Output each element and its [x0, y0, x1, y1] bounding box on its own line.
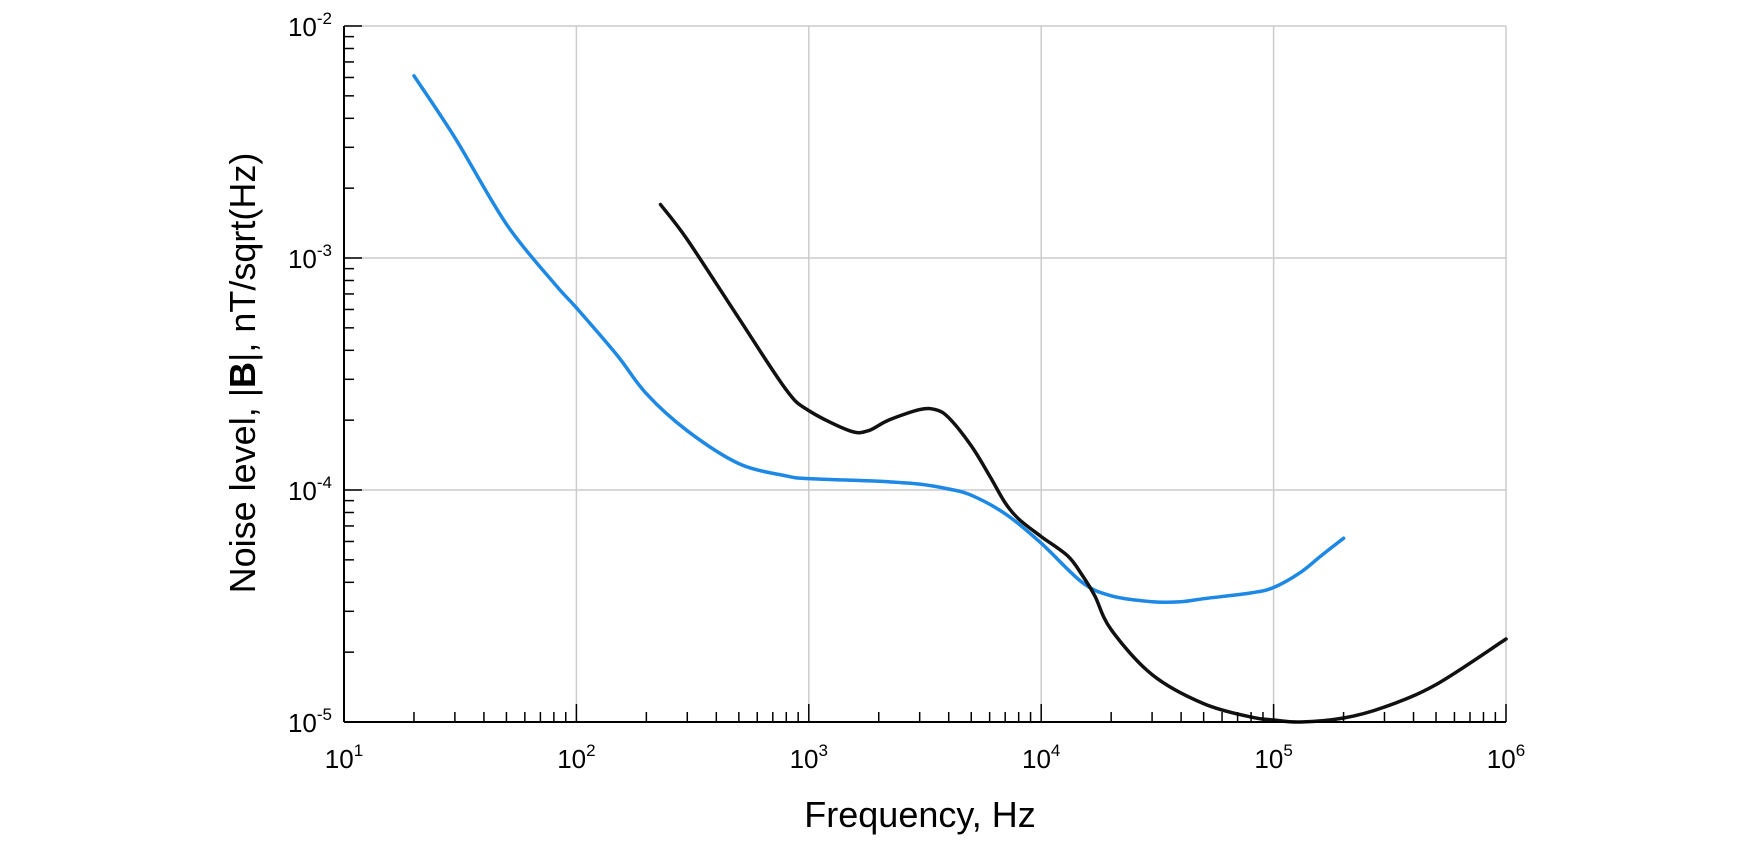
- y-tick-label-exponent: -5: [317, 705, 332, 724]
- y-tick-label-exponent: -3: [317, 241, 332, 260]
- x-tick-label-exponent: 3: [819, 741, 828, 760]
- y-tick-label-base: 10: [288, 476, 317, 506]
- x-tick-label-base: 10: [557, 744, 586, 774]
- y-axis-title-bold: B: [222, 362, 263, 388]
- x-tick-label: 106: [1487, 741, 1525, 774]
- y-tick-label-exponent: -4: [317, 473, 332, 492]
- x-tick-label-base: 10: [325, 744, 354, 774]
- x-tick-label: 105: [1254, 741, 1292, 774]
- y-tick-label-exponent: -2: [317, 9, 332, 28]
- series-line-2: [658, 202, 1508, 724]
- x-tick-label-base: 10: [790, 744, 819, 774]
- series-group: [412, 74, 1508, 724]
- y-axis-title-prefix: Noise level, |: [222, 388, 263, 593]
- y-tick-label: 10-3: [288, 241, 332, 274]
- x-tick-label: 104: [1022, 741, 1060, 774]
- y-tick-label: 10-5: [288, 705, 332, 738]
- y-axis-title-suffix: |, nT/sqrt(Hz): [222, 153, 263, 362]
- x-tick-label: 101: [325, 741, 363, 774]
- y-tick-label-base: 10: [288, 244, 317, 274]
- series-line-1: [412, 74, 1346, 605]
- x-tick-label: 102: [557, 741, 595, 774]
- x-tick-label-exponent: 2: [586, 741, 595, 760]
- x-tick-label-exponent: 1: [354, 741, 363, 760]
- x-tick-label-exponent: 6: [1516, 741, 1525, 760]
- x-axis-title: Frequency, Hz: [804, 794, 1035, 835]
- x-tick-label-exponent: 5: [1283, 741, 1292, 760]
- x-tick-label-base: 10: [1022, 744, 1051, 774]
- grid-lines: [343, 25, 1507, 723]
- y-tick-label-base: 10: [288, 708, 317, 738]
- y-tick-label: 10-4: [288, 473, 332, 506]
- x-tick-label-base: 10: [1254, 744, 1283, 774]
- x-tick-label-exponent: 4: [1051, 741, 1060, 760]
- x-tick-label-base: 10: [1487, 744, 1516, 774]
- y-tick-label-base: 10: [288, 12, 317, 42]
- x-tick-label: 103: [790, 741, 828, 774]
- y-axis-title: Noise level, |B|, nT/sqrt(Hz): [222, 153, 263, 594]
- ticks: [343, 25, 1507, 723]
- y-tick-label: 10-2: [288, 9, 332, 42]
- axes: [343, 26, 1506, 723]
